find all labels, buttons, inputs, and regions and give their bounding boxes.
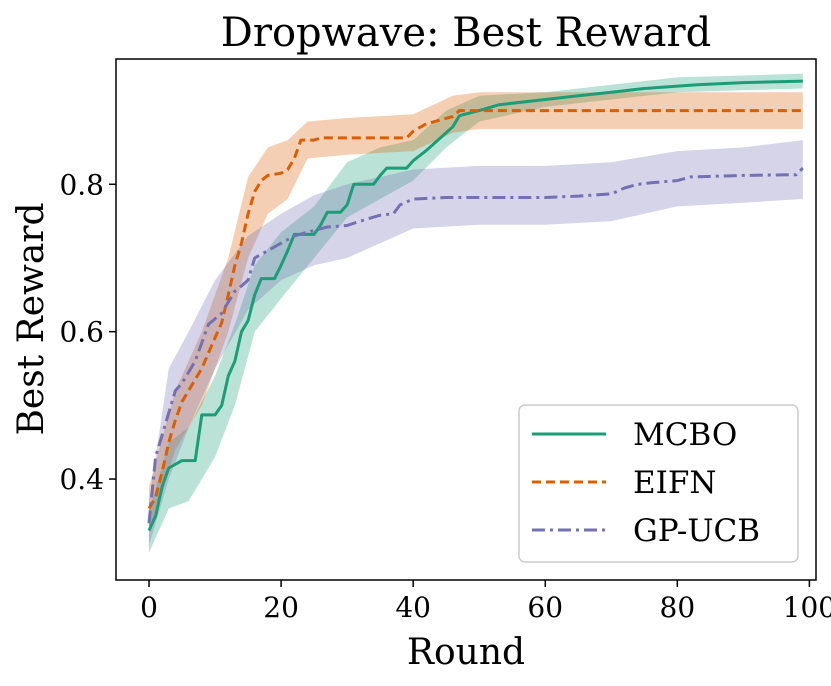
plot-frame	[115, 58, 817, 581]
band-gp-ucb	[149, 140, 803, 546]
x-tick-label: 100	[783, 591, 831, 624]
chart-title: Dropwave: Best Reward	[221, 10, 711, 56]
y-axis: 0.4 0.6 0.8	[59, 168, 116, 496]
series-lines	[147, 79, 804, 532]
legend-label-gp-ucb: GP-UCB	[633, 513, 760, 549]
x-tick-label: 20	[263, 591, 299, 624]
x-tick-label: 80	[660, 591, 696, 624]
x-tick-label: 0	[140, 591, 158, 624]
x-tick-label: 40	[395, 591, 431, 624]
x-axis-label: Round	[407, 632, 525, 673]
legend-box	[518, 404, 799, 563]
plot-area: 0 20 40 60 80 100 0.4 0.6 0.8	[59, 58, 831, 624]
y-axis-label: Best Reward	[11, 202, 52, 435]
series-line-mcbo	[147, 79, 803, 532]
x-axis: 0 20 40 60 80 100	[140, 580, 831, 624]
series-line-gp-ucb	[147, 167, 804, 524]
y-tick-label: 0.6	[59, 316, 104, 349]
legend: MCBO EIFN GP-UCB	[518, 404, 799, 563]
legend-label-eifn: EIFN	[633, 465, 717, 501]
series-line-eifn	[147, 109, 803, 510]
x-tick-label: 60	[527, 591, 563, 624]
confidence-bands	[149, 73, 803, 553]
legend-label-mcbo: MCBO	[633, 417, 737, 453]
y-tick-label: 0.8	[59, 168, 104, 201]
y-tick-label: 0.4	[59, 463, 104, 496]
